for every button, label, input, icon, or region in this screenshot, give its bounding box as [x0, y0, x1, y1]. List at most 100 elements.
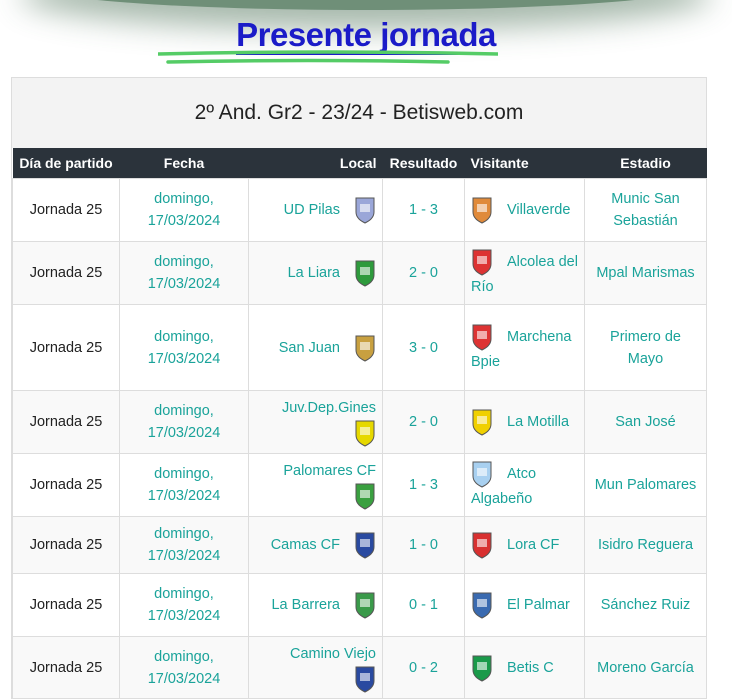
resultado-cell[interactable]: 0 - 1	[382, 573, 465, 637]
estadio-cell[interactable]: Isidro Reguera	[584, 516, 707, 574]
visitante-cell[interactable]: Atco Algabeño	[464, 453, 585, 517]
fecha-day[interactable]: domingo,	[154, 466, 214, 482]
team-crest-icon	[355, 420, 375, 447]
col-header-local: Local	[248, 148, 383, 179]
team-crest-icon	[355, 666, 375, 693]
fecha-date[interactable]: 17/03/2024	[147, 213, 221, 229]
resultado-cell[interactable]: 1 - 3	[382, 453, 465, 517]
local-cell[interactable]: Palomares CF	[248, 453, 383, 517]
fecha-day[interactable]: domingo,	[154, 526, 214, 542]
visitante-team-link[interactable]: Villaverde	[507, 201, 571, 218]
fecha-day[interactable]: domingo,	[154, 191, 214, 207]
team-crest-icon	[472, 324, 492, 351]
fixtures-table: Día de partido Fecha Local Resultado Vis…	[12, 148, 707, 699]
local-cell[interactable]: La Barrera	[248, 573, 383, 637]
visitante-cell[interactable]: Alcolea del Río	[464, 241, 585, 305]
fecha-cell[interactable]: domingo, 17/03/2024	[119, 241, 249, 305]
estadio-cell[interactable]: Mpal Marismas	[584, 241, 707, 305]
visitante-team-link[interactable]: La Motilla	[507, 413, 570, 430]
resultado-cell[interactable]: 1 - 3	[382, 178, 465, 242]
fecha-date[interactable]: 17/03/2024	[147, 670, 221, 687]
fecha-cell[interactable]: domingo, 17/03/2024	[119, 516, 249, 574]
team-crest-icon	[472, 532, 492, 559]
table-caption: 2º And. Gr2 - 23/24 - Betisweb.com	[12, 78, 706, 148]
visitante-team-link[interactable]: Alcolea del Río	[471, 253, 578, 295]
fecha-day[interactable]: domingo,	[154, 328, 214, 345]
table-header-row: Día de partido Fecha Local Resultado Vis…	[12, 148, 707, 179]
visitante-cell[interactable]: Lora CF	[464, 516, 585, 574]
fecha-cell[interactable]: domingo, 17/03/2024	[119, 453, 249, 517]
visitante-team-link[interactable]: Betis C	[507, 659, 554, 676]
estadio-cell[interactable]: Sánchez Ruiz	[584, 573, 707, 637]
resultado-cell[interactable]: 0 - 2	[382, 636, 465, 699]
local-team-link[interactable]: Camas CF	[270, 536, 340, 553]
fecha-cell[interactable]: domingo, 17/03/2024	[119, 304, 249, 391]
local-cell[interactable]: Camas CF	[248, 516, 383, 574]
local-team-link[interactable]: La Barrera	[271, 596, 340, 613]
local-cell[interactable]: UD Pilas	[248, 178, 383, 242]
resultado-cell[interactable]: 2 - 0	[382, 390, 465, 454]
fecha-day[interactable]: domingo,	[154, 648, 214, 665]
visitante-team-link[interactable]: Lora CF	[507, 536, 560, 553]
team-crest-icon	[355, 260, 375, 287]
fecha-day[interactable]: domingo,	[154, 254, 214, 270]
fecha-cell[interactable]: domingo, 17/03/2024	[119, 390, 249, 454]
jornada-cell: Jornada 25	[12, 241, 120, 305]
team-crest-icon	[472, 655, 492, 682]
fecha-cell[interactable]: domingo, 17/03/2024	[119, 178, 249, 242]
local-team-link[interactable]: Camino Viejo	[290, 645, 376, 662]
resultado-cell[interactable]: 1 - 0	[382, 516, 465, 574]
fecha-cell[interactable]: domingo, 17/03/2024	[119, 636, 249, 699]
visitante-cell[interactable]: Marchena Bpie	[464, 304, 585, 391]
local-team-link[interactable]: UD Pilas	[283, 201, 340, 218]
team-crest-icon	[472, 249, 492, 276]
visitante-cell[interactable]: El Palmar	[464, 573, 585, 637]
fecha-day[interactable]: domingo,	[154, 586, 214, 602]
resultado-cell[interactable]: 3 - 0	[382, 304, 465, 391]
fecha-date[interactable]: 17/03/2024	[147, 548, 221, 564]
title-underline	[158, 50, 498, 64]
local-cell[interactable]: San Juan	[248, 304, 383, 391]
fecha-date[interactable]: 17/03/2024	[147, 425, 221, 441]
visitante-team-link[interactable]: Marchena Bpie	[471, 328, 572, 370]
resultado-cell[interactable]: 2 - 0	[382, 241, 465, 305]
visitante-cell[interactable]: Villaverde	[464, 178, 585, 242]
fecha-date[interactable]: 17/03/2024	[147, 488, 221, 504]
visitante-cell[interactable]: La Motilla	[464, 390, 585, 454]
fecha-date[interactable]: 17/03/2024	[147, 276, 221, 292]
page-title: Presente jornada	[0, 16, 732, 55]
jornada-cell: Jornada 25	[12, 178, 120, 242]
estadio-cell[interactable]: Munic San Sebastián	[584, 178, 707, 242]
table-row: Jornada 25 domingo, 17/03/2024 Camino Vie…	[12, 636, 707, 699]
visitante-team-link[interactable]: Atco Algabeño	[471, 465, 537, 507]
local-team-link[interactable]: Palomares CF	[283, 463, 376, 479]
local-team-link[interactable]: San Juan	[278, 339, 340, 356]
page-title-text: Presente jornada	[236, 16, 496, 55]
visitante-cell[interactable]: Betis C	[464, 636, 585, 699]
estadio-cell[interactable]: San José	[584, 390, 707, 454]
estadio-cell[interactable]: Moreno García	[584, 636, 707, 699]
table-row: Jornada 25 domingo, 17/03/2024 Juv.Dep.Gi…	[12, 390, 707, 454]
local-team-link[interactable]: Juv.Dep.Gines	[281, 400, 376, 416]
local-cell[interactable]: Camino Viejo	[248, 636, 383, 699]
jornada-cell: Jornada 25	[12, 390, 120, 454]
visitante-team-link[interactable]: El Palmar	[507, 596, 570, 613]
jornada-cell: Jornada 25	[12, 636, 120, 699]
local-cell[interactable]: Juv.Dep.Gines	[248, 390, 383, 454]
local-team-link[interactable]: La Liara	[287, 264, 340, 281]
col-header-fecha: Fecha	[119, 148, 249, 179]
team-crest-icon	[472, 409, 492, 436]
fecha-date[interactable]: 17/03/2024	[147, 350, 221, 367]
fecha-date[interactable]: 17/03/2024	[147, 608, 221, 624]
table-row: Jornada 25 domingo, 17/03/2024 La Barrera…	[12, 573, 707, 637]
table-row: Jornada 25 domingo, 17/03/2024 Camas CF 1…	[12, 516, 707, 574]
fecha-cell[interactable]: domingo, 17/03/2024	[119, 573, 249, 637]
table-row: Jornada 25 domingo, 17/03/2024 Palomares …	[12, 453, 707, 517]
team-crest-icon	[355, 335, 375, 362]
team-crest-icon	[355, 197, 375, 224]
col-header-resultado: Resultado	[382, 148, 465, 179]
local-cell[interactable]: La Liara	[248, 241, 383, 305]
fecha-day[interactable]: domingo,	[154, 403, 214, 419]
estadio-cell[interactable]: Mun Palomares	[584, 453, 707, 517]
estadio-cell[interactable]: Primero de Mayo	[584, 304, 707, 391]
